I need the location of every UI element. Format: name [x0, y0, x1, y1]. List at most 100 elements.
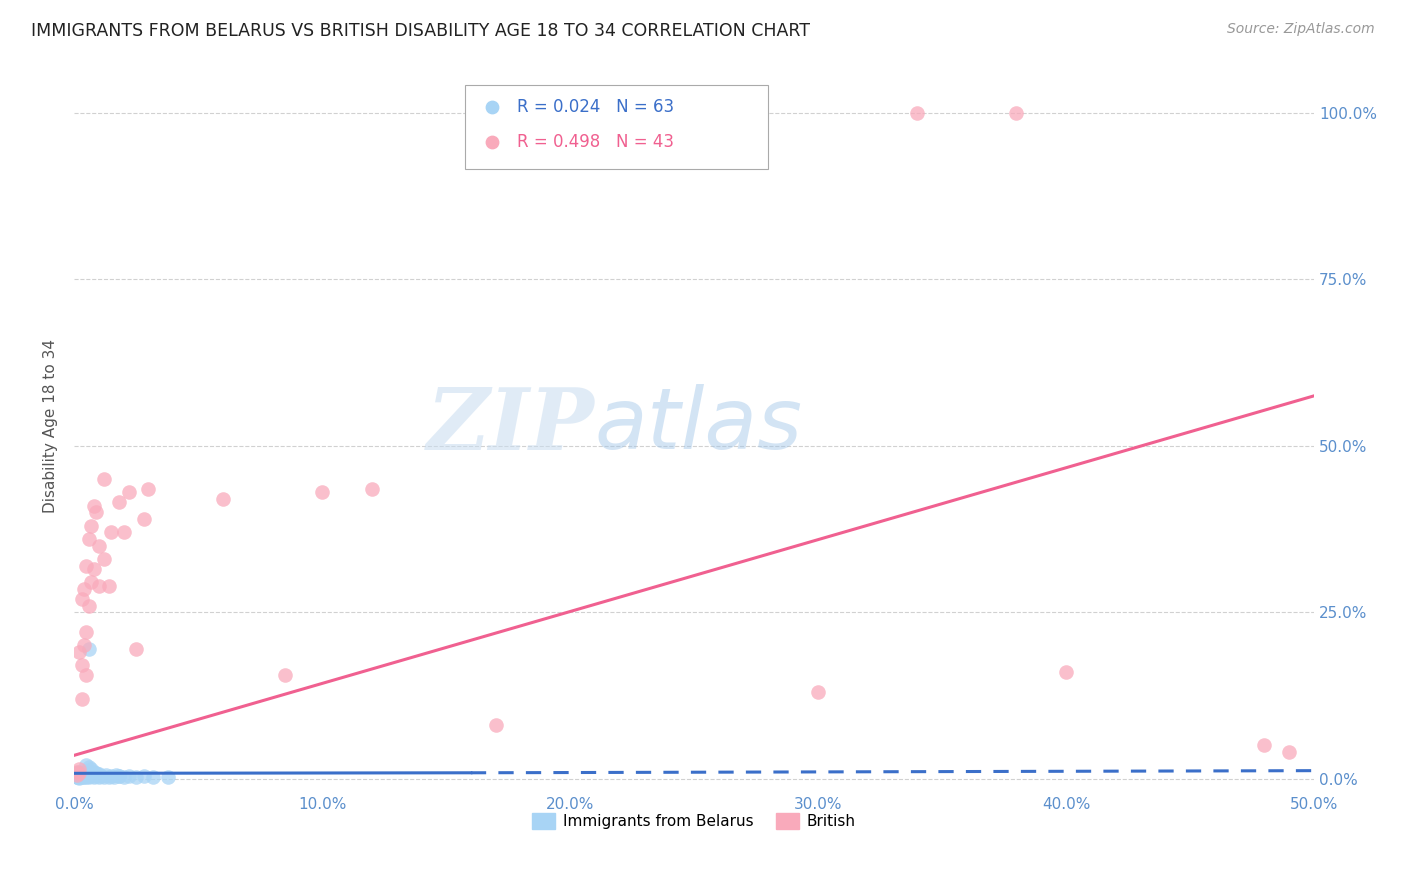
Point	[100, 525, 122, 540]
Point	[807, 685, 830, 699]
Point	[73, 582, 96, 596]
Point	[67, 766, 90, 780]
Point	[93, 552, 115, 566]
Point	[86, 505, 108, 519]
Point	[103, 770, 125, 784]
Point	[80, 575, 103, 590]
Point	[70, 591, 93, 606]
Point	[67, 766, 90, 780]
Point	[76, 766, 98, 780]
Point	[83, 768, 105, 782]
Point	[80, 762, 103, 776]
Point	[70, 768, 93, 782]
Point	[65, 770, 87, 784]
Point	[70, 769, 93, 783]
Point	[138, 482, 160, 496]
Point	[67, 769, 90, 783]
Point	[80, 767, 103, 781]
Point	[73, 766, 96, 780]
Point	[86, 767, 108, 781]
Point	[360, 482, 382, 496]
Point	[93, 770, 115, 784]
Point	[132, 769, 155, 783]
Point	[905, 106, 928, 120]
Point	[100, 769, 122, 783]
Text: atlas: atlas	[595, 384, 803, 467]
Point	[112, 525, 135, 540]
Point	[83, 562, 105, 576]
Text: Source: ZipAtlas.com: Source: ZipAtlas.com	[1227, 22, 1375, 37]
Point	[97, 578, 120, 592]
Point	[118, 769, 141, 783]
Point	[1054, 665, 1077, 679]
Point	[80, 766, 103, 780]
Point	[105, 768, 128, 782]
Point	[112, 770, 135, 784]
Point	[77, 641, 100, 656]
Point	[70, 658, 93, 673]
Point	[898, 149, 921, 163]
Y-axis label: Disability Age 18 to 34: Disability Age 18 to 34	[44, 339, 58, 513]
Point	[97, 770, 120, 784]
Point	[77, 770, 100, 784]
Point	[73, 768, 96, 782]
Point	[311, 485, 333, 500]
Point	[86, 766, 108, 780]
Point	[125, 770, 148, 784]
Point	[898, 181, 921, 195]
Point	[67, 762, 90, 776]
Point	[87, 539, 110, 553]
Point	[87, 770, 110, 784]
Point	[86, 769, 108, 783]
Point	[77, 599, 100, 613]
Point	[73, 767, 96, 781]
Point	[83, 770, 105, 784]
Point	[125, 641, 148, 656]
Point	[83, 764, 105, 779]
Point	[65, 770, 87, 784]
Point	[70, 765, 93, 780]
Point	[107, 769, 129, 783]
Point	[65, 767, 87, 781]
Point	[80, 769, 103, 783]
Point	[107, 495, 129, 509]
Bar	[465, 86, 769, 169]
Point	[67, 771, 90, 785]
Point	[77, 759, 100, 773]
Point	[142, 770, 165, 784]
Point	[76, 625, 98, 640]
Point	[118, 485, 141, 500]
Point	[70, 770, 93, 784]
Point	[1253, 739, 1275, 753]
Point	[485, 718, 508, 732]
Point	[76, 767, 98, 781]
Point	[76, 768, 98, 782]
Point	[76, 558, 98, 573]
Point	[107, 769, 129, 783]
Point	[76, 767, 98, 781]
Point	[73, 767, 96, 781]
Text: R = 0.498   N = 43: R = 0.498 N = 43	[517, 134, 673, 152]
Point	[67, 645, 90, 659]
Point	[67, 767, 90, 781]
Point	[76, 770, 98, 784]
Point	[70, 691, 93, 706]
Point	[77, 767, 100, 781]
Legend: Immigrants from Belarus, British: Immigrants from Belarus, British	[526, 807, 862, 836]
Point	[73, 639, 96, 653]
Point	[87, 767, 110, 781]
Point	[93, 472, 115, 486]
Point	[76, 758, 98, 772]
Point	[70, 767, 93, 781]
Point	[77, 768, 100, 782]
Point	[1005, 106, 1028, 120]
Point	[73, 770, 96, 784]
Point	[70, 767, 93, 781]
Point	[77, 532, 100, 546]
Point	[87, 578, 110, 592]
Text: IMMIGRANTS FROM BELARUS VS BRITISH DISABILITY AGE 18 TO 34 CORRELATION CHART: IMMIGRANTS FROM BELARUS VS BRITISH DISAB…	[31, 22, 810, 40]
Point	[67, 770, 90, 784]
Point	[96, 768, 118, 782]
Point	[65, 766, 87, 780]
Point	[90, 769, 112, 783]
